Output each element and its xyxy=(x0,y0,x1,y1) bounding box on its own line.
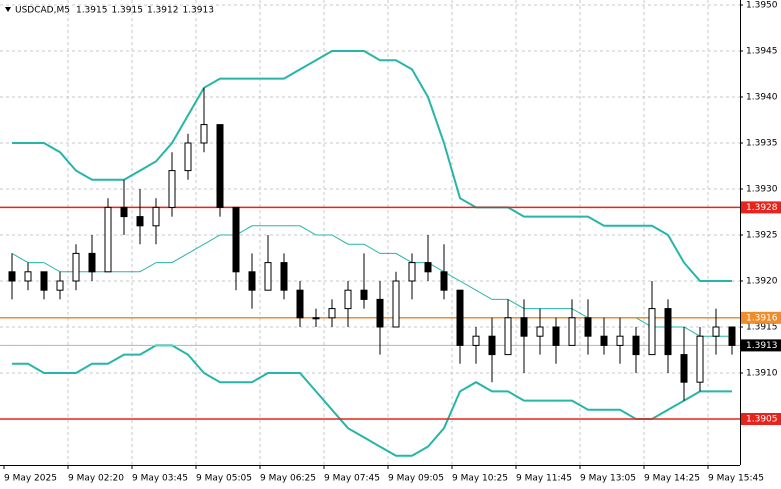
candle-body xyxy=(8,271,16,282)
candle-body xyxy=(696,335,704,383)
candle-body xyxy=(472,335,480,346)
candle-body xyxy=(152,206,160,227)
dropdown-icon xyxy=(5,7,11,12)
level-box xyxy=(741,201,781,214)
candle-body xyxy=(184,142,192,172)
candle-body xyxy=(568,317,576,346)
candle-body xyxy=(216,124,224,208)
bollinger-band xyxy=(12,344,732,457)
level-box xyxy=(741,339,781,352)
candle-body xyxy=(312,317,320,320)
candle-body xyxy=(536,326,544,337)
y-tick-label: 1.3920 xyxy=(746,277,778,287)
y-tick-label: 1.3945 xyxy=(746,47,778,57)
candle-body xyxy=(328,308,336,319)
x-tick-label: 9 May 03:45 xyxy=(132,474,188,484)
candle-body xyxy=(200,124,208,144)
y-tick-label: 1.3915 xyxy=(746,323,778,333)
candle-body xyxy=(56,280,64,291)
candle-body xyxy=(664,308,672,356)
level-box xyxy=(741,311,781,324)
y-tick-label: 1.3930 xyxy=(746,185,778,195)
candle-body xyxy=(488,335,496,356)
candle-body xyxy=(120,206,128,218)
level-box xyxy=(741,413,781,425)
candle-body xyxy=(344,289,352,310)
x-tick-label: 9 May 06:25 xyxy=(260,474,316,484)
candle-body xyxy=(648,308,656,356)
x-tick-label: 9 May 2025 xyxy=(4,474,57,484)
y-tick-label: 1.3925 xyxy=(746,231,778,241)
candle-body xyxy=(88,252,96,273)
axis-labels: 1.3910 1.3915 1.3920 1.3925 1.3930 1.3935 1.39… xyxy=(3,1,781,484)
candle-body xyxy=(264,262,272,291)
candle-body xyxy=(376,298,384,328)
level-label: 1.3905 xyxy=(746,415,778,425)
x-tick-label: 9 May 11:45 xyxy=(516,474,572,484)
header-value: 1.3915 xyxy=(111,6,143,16)
header-value: 1.3912 xyxy=(147,6,179,16)
symbol: USDCAD,M5 xyxy=(15,6,70,16)
candle-body xyxy=(632,335,640,356)
x-tick-label: 9 May 02:20 xyxy=(68,474,124,484)
header-value: 1.3915 xyxy=(76,6,108,16)
candle-body xyxy=(408,262,416,282)
candle-body xyxy=(248,271,256,291)
x-tick-label: 9 May 05:05 xyxy=(196,474,252,484)
header: USDCAD,M5 1.3915 1.3915 1.3912 1.3913 xyxy=(5,6,214,16)
y-tick-label: 1.3910 xyxy=(746,369,778,379)
header-value: 1.3913 xyxy=(182,6,214,16)
x-tick-label: 9 May 07:45 xyxy=(324,474,380,484)
candle-body xyxy=(136,216,144,227)
bollinger-band xyxy=(12,50,732,282)
level-label: 1.3916 xyxy=(746,313,778,323)
candle-body xyxy=(504,317,512,356)
candle-body xyxy=(232,206,240,273)
candle-body xyxy=(104,206,112,273)
level-label: 1.3913 xyxy=(746,341,778,351)
y-tick-label: 1.3935 xyxy=(746,139,778,149)
candle-body xyxy=(424,262,432,273)
x-tick-label: 9 May 10:25 xyxy=(452,474,508,484)
y-tick-label: 1.3950 xyxy=(746,1,778,11)
candle-body xyxy=(616,335,624,346)
x-tick-label: 9 May 14:25 xyxy=(644,474,700,484)
candle-body xyxy=(520,317,528,337)
x-tick-label: 9 May 13:05 xyxy=(580,474,636,484)
level-label: 1.3928 xyxy=(746,203,778,213)
plot xyxy=(0,50,740,457)
candle-body xyxy=(280,262,288,291)
candle-body xyxy=(72,252,80,282)
candle-body xyxy=(680,354,688,383)
candle-body xyxy=(440,271,448,291)
candle-body xyxy=(392,280,400,328)
candle-body xyxy=(296,289,304,319)
candle-body xyxy=(456,289,464,346)
candle-body xyxy=(600,335,608,346)
candle-body xyxy=(552,326,560,346)
candle-body xyxy=(360,289,368,300)
x-tick-label: 9 May 09:05 xyxy=(388,474,444,484)
candle-body xyxy=(24,271,32,282)
candle-body xyxy=(584,317,592,337)
candle-body xyxy=(168,170,176,208)
y-tick-label: 1.3940 xyxy=(746,93,778,103)
x-tick-label: 9 May 15:45 xyxy=(708,474,764,484)
candle-body xyxy=(40,271,48,291)
candle-body xyxy=(728,326,736,346)
candle-body xyxy=(712,326,720,337)
